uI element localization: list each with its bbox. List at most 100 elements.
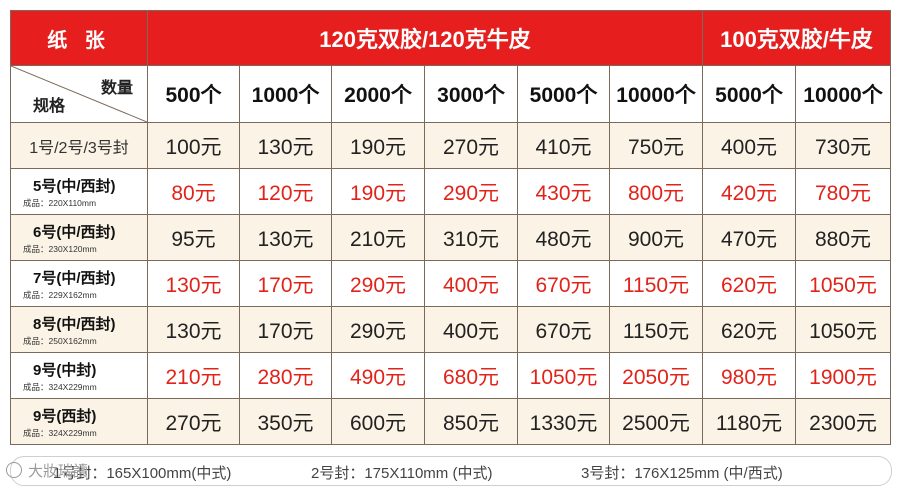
price-cell: 95元 (147, 214, 240, 261)
spec-cell: 9号(西封) 成品：324X229mm (10, 398, 148, 445)
price-cell: 1330元 (517, 398, 610, 445)
footer-note-1: 1号封：165X100mm(中式) (53, 465, 232, 482)
price-cell: 310元 (424, 214, 518, 261)
quantity-label: 数量 (100, 80, 133, 97)
price-cell: 480元 (517, 214, 610, 261)
price-cell: 410元 (517, 122, 610, 169)
price-cell: 1050元 (794, 260, 892, 307)
group-header-120g: 120克双胶/120克牛皮 (147, 10, 703, 66)
table-row: 8号(中/西封) 成品：250X162mm 130元 170元 290元 400元 670元… (10, 306, 892, 353)
price-table: 纸 张 120克双胶/120克牛皮 100克双胶/牛皮 数量 规格 500个 10… (10, 10, 892, 445)
spec-name: 9号(中封) (33, 361, 97, 379)
price-cell: 490元 (331, 352, 425, 399)
spec-name: 7号(中/西封) (33, 269, 116, 287)
spec-name: 9号(西封) (33, 407, 97, 425)
spec-name: 1号/2号/3号封 (29, 139, 129, 157)
footer-notes: 1号封：165X100mm(中式) 2号封：175X110mm (中式) 3号封… (10, 456, 892, 486)
price-cell: 190元 (331, 122, 425, 169)
spec-size: 成品：230X120mm (23, 243, 97, 254)
price-cell: 430元 (517, 168, 610, 215)
spec-cell: 9号(中封) 成品：324X229mm (10, 352, 148, 399)
price-cell: 420元 (702, 168, 796, 215)
spec-name: 6号(中/西封) (33, 223, 116, 241)
header-row-quantities: 数量 规格 500个 1000个 2000个 3000个 5000个 10000个 5000… (10, 65, 892, 123)
price-cell: 400元 (702, 122, 796, 169)
price-cell: 270元 (147, 398, 240, 445)
table-row: 9号(西封) 成品：324X229mm 270元 350元 600元 850元 1330元 2… (10, 398, 892, 445)
price-cell: 210元 (147, 352, 240, 399)
quantity-header: 1000个 (239, 65, 332, 123)
spec-size: 成品：220X110mm (23, 197, 97, 208)
price-cell: 980元 (702, 352, 796, 399)
price-cell: 1150元 (609, 260, 703, 307)
footer-note-3: 3号封：176X125mm (中/西式) (581, 465, 783, 482)
paper-header: 纸 张 (10, 10, 148, 66)
spec-cell: 1号/2号/3号封 (10, 122, 148, 169)
table-row: 5号(中/西封) 成品：220X110mm 80元 120元 190元 290元 430元 8… (10, 168, 892, 215)
spec-size: 成品：229X162mm (23, 289, 97, 300)
price-cell: 350元 (239, 398, 332, 445)
footer-note-2: 2号封：175X110mm (中式) (311, 465, 493, 482)
spec-size: 成品：250X162mm (23, 335, 97, 346)
price-cell: 730元 (794, 122, 892, 169)
spec-name: 8号(中/西封) (33, 315, 116, 333)
price-cell: 880元 (794, 214, 892, 261)
price-cell: 750元 (609, 122, 703, 169)
price-cell: 2050元 (609, 352, 703, 399)
price-cell: 100元 (147, 122, 240, 169)
header-row-groups: 纸 张 120克双胶/120克牛皮 100克双胶/牛皮 (10, 10, 892, 66)
price-cell: 470元 (702, 214, 796, 261)
price-cell: 80元 (147, 168, 240, 215)
price-cell: 130元 (147, 260, 240, 307)
spec-size: 成品：324X229mm (23, 381, 97, 392)
quantity-header: 5000个 (517, 65, 610, 123)
quantity-header: 10000个 (794, 65, 892, 123)
watermark: 大妝瑞讀 (6, 460, 88, 481)
table-row: 6号(中/西封) 成品：230X120mm 95元 130元 210元 310元 480元 9… (10, 214, 892, 261)
corner-cell: 数量 规格 (10, 65, 148, 123)
watermark-icon (6, 462, 22, 478)
spec-cell: 6号(中/西封) 成品：230X120mm (10, 214, 148, 261)
spec-cell: 8号(中/西封) 成品：250X162mm (10, 306, 148, 353)
price-cell: 1050元 (794, 306, 892, 353)
table-row: 1号/2号/3号封 100元 130元 190元 270元 410元 750元 400元 730… (10, 122, 892, 169)
spec-label: 规格 (33, 98, 66, 115)
spec-size: 成品：324X229mm (23, 427, 97, 438)
price-cell: 280元 (239, 352, 332, 399)
watermark-text: 大妝瑞讀 (28, 463, 89, 480)
spec-cell: 7号(中/西封) 成品：229X162mm (10, 260, 148, 307)
diagonal-divider (11, 66, 147, 122)
price-cell: 120元 (239, 168, 332, 215)
quantity-header: 10000个 (609, 65, 703, 123)
price-cell: 670元 (517, 306, 610, 353)
price-cell: 290元 (331, 260, 425, 307)
price-cell: 780元 (794, 168, 892, 215)
price-cell: 670元 (517, 260, 610, 307)
price-cell: 850元 (424, 398, 518, 445)
quantity-header: 500个 (147, 65, 240, 123)
price-cell: 290元 (331, 306, 425, 353)
price-cell: 170元 (239, 260, 332, 307)
quantity-header: 2000个 (331, 65, 425, 123)
price-cell: 1150元 (609, 306, 703, 353)
price-cell: 290元 (424, 168, 518, 215)
table-row: 7号(中/西封) 成品：229X162mm 130元 170元 290元 400元 670元… (10, 260, 892, 307)
table-row: 9号(中封) 成品：324X229mm 210元 280元 490元 680元 1050元 2… (10, 352, 892, 399)
price-cell: 620元 (702, 306, 796, 353)
price-cell: 400元 (424, 260, 518, 307)
price-cell: 2300元 (794, 398, 892, 445)
price-cell: 210元 (331, 214, 425, 261)
price-cell: 1900元 (794, 352, 892, 399)
price-cell: 2500元 (609, 398, 703, 445)
price-cell: 270元 (424, 122, 518, 169)
price-cell: 1050元 (517, 352, 610, 399)
price-cell: 190元 (331, 168, 425, 215)
price-cell: 130元 (239, 122, 332, 169)
spec-name: 5号(中/西封) (33, 177, 116, 195)
price-cell: 900元 (609, 214, 703, 261)
price-cell: 600元 (331, 398, 425, 445)
price-cell: 800元 (609, 168, 703, 215)
price-cell: 1180元 (702, 398, 796, 445)
price-cell: 400元 (424, 306, 518, 353)
price-cell: 130元 (147, 306, 240, 353)
